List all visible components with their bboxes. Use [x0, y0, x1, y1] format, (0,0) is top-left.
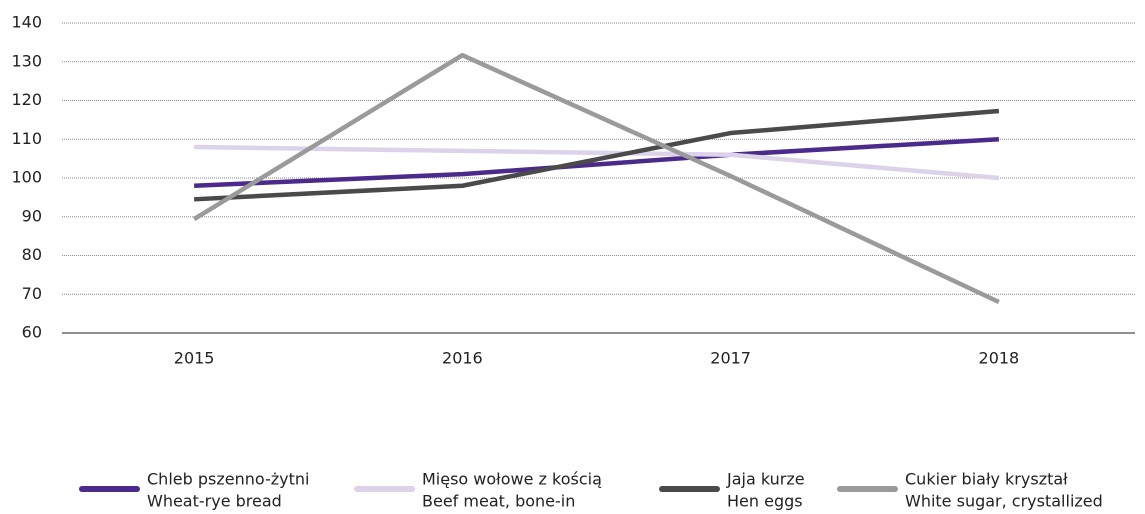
- x-tick-label: 2015: [174, 349, 215, 368]
- series-line: [194, 137, 1000, 188]
- legend-label: Cukier biały kryształ: [905, 470, 1068, 489]
- x-tick-label: 2016: [442, 349, 483, 368]
- legend-label: Mięso wołowe z kością: [422, 470, 602, 489]
- legend-label-en: Beef meat, bone-in: [422, 492, 575, 511]
- y-tick-label: 70: [22, 284, 42, 303]
- y-tick-label: 130: [11, 51, 42, 70]
- y-tick-label: 110: [11, 129, 42, 148]
- x-tick-label: 2017: [710, 349, 751, 368]
- legend-label-en: Hen eggs: [727, 492, 803, 511]
- legend-label: Chleb pszenno-żytni: [147, 470, 309, 489]
- y-tick-label: 120: [11, 90, 42, 109]
- series-line: [194, 108, 1000, 202]
- y-tick-label: 140: [11, 13, 42, 32]
- x-tick-label: 2018: [979, 349, 1020, 368]
- legend-label: Jaja kurze: [726, 470, 805, 489]
- legend-label-en: Wheat-rye bread: [147, 492, 282, 511]
- y-tick-label: 60: [22, 323, 42, 342]
- y-tick-label: 80: [22, 245, 42, 264]
- y-tick-label: 100: [11, 168, 42, 187]
- legend-label-en: White sugar, crystallized: [905, 492, 1103, 511]
- series-line: [192, 52, 1000, 305]
- y-tick-label: 90: [22, 206, 42, 225]
- series-line: [194, 144, 1000, 181]
